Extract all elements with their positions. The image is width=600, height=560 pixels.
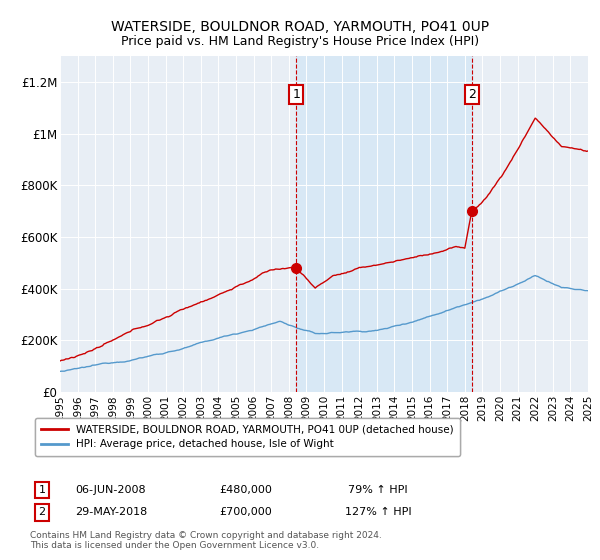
Text: Price paid vs. HM Land Registry's House Price Index (HPI): Price paid vs. HM Land Registry's House …	[121, 35, 479, 48]
Text: WATERSIDE, BOULDNOR ROAD, YARMOUTH, PO41 0UP: WATERSIDE, BOULDNOR ROAD, YARMOUTH, PO41…	[111, 20, 489, 34]
Text: £480,000: £480,000	[220, 485, 272, 495]
Text: 2: 2	[38, 507, 46, 517]
Text: 1: 1	[292, 88, 301, 101]
Text: 06-JUN-2008: 06-JUN-2008	[76, 485, 146, 495]
Text: 127% ↑ HPI: 127% ↑ HPI	[344, 507, 412, 517]
Text: Contains HM Land Registry data © Crown copyright and database right 2024.
This d: Contains HM Land Registry data © Crown c…	[30, 531, 382, 550]
Text: 2: 2	[468, 88, 476, 101]
Legend: WATERSIDE, BOULDNOR ROAD, YARMOUTH, PO41 0UP (detached house), HPI: Average pric: WATERSIDE, BOULDNOR ROAD, YARMOUTH, PO41…	[35, 418, 460, 456]
Bar	[296, 56, 472, 392]
Text: 1: 1	[38, 485, 46, 495]
Text: 79% ↑ HPI: 79% ↑ HPI	[348, 485, 408, 495]
Text: 29-MAY-2018: 29-MAY-2018	[75, 507, 147, 517]
Text: £700,000: £700,000	[220, 507, 272, 517]
